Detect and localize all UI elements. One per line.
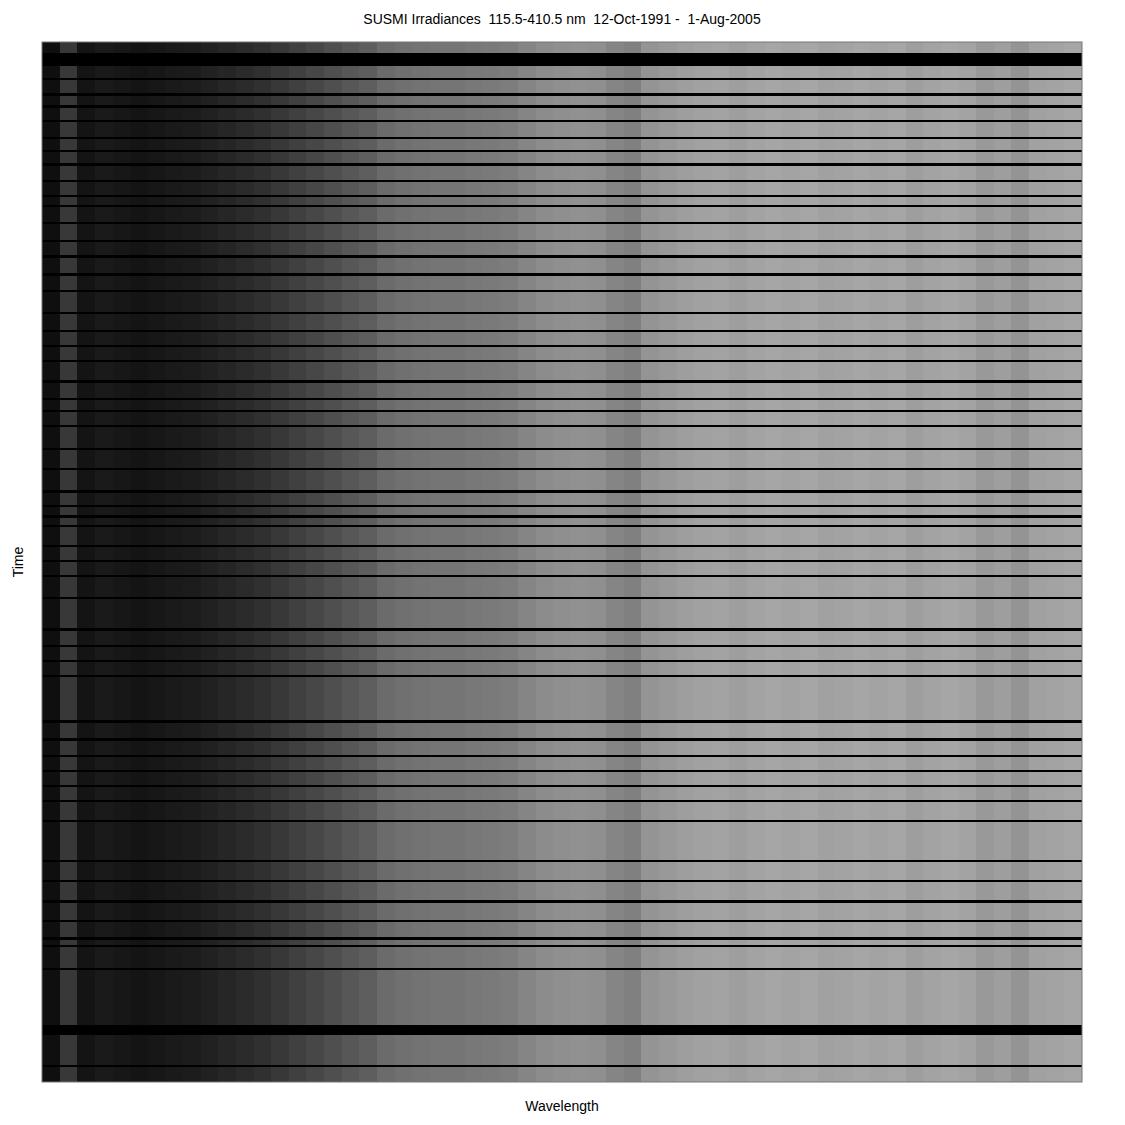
data-gap	[42, 330, 1082, 332]
data-gap	[42, 900, 1082, 902]
chart: SUSMI Irradiances 115.5-410.5 nm 12-Oct-…	[0, 0, 1125, 1125]
data-gap	[42, 410, 1082, 412]
data-gap	[42, 770, 1082, 772]
data-gap	[42, 800, 1082, 802]
data-gap	[42, 360, 1082, 362]
data-gap	[42, 195, 1082, 197]
x-axis-label: Wavelength	[525, 1098, 598, 1114]
data-gap	[42, 345, 1082, 347]
data-gap	[42, 398, 1082, 400]
data-gap	[42, 738, 1082, 740]
data-gap	[42, 785, 1082, 787]
data-gap	[42, 468, 1082, 470]
data-gap	[42, 860, 1082, 862]
data-gap	[42, 675, 1082, 677]
data-gap	[42, 880, 1082, 882]
data-gap	[42, 1065, 1082, 1067]
data-gap	[42, 53, 1082, 66]
data-gap	[42, 628, 1082, 630]
data-gap	[42, 255, 1082, 257]
data-gap	[42, 120, 1082, 122]
data-gap	[42, 597, 1082, 599]
data-gap	[42, 93, 1082, 95]
data-gap	[42, 820, 1082, 822]
y-axis-label: Time	[10, 546, 26, 577]
data-gap	[42, 755, 1082, 757]
data-gap	[42, 945, 1082, 947]
data-gap	[42, 1025, 1082, 1036]
data-gap	[42, 490, 1082, 492]
data-gap	[42, 105, 1082, 107]
data-gap	[42, 560, 1082, 562]
data-gap	[42, 660, 1082, 662]
data-gap	[42, 150, 1082, 152]
data-gap	[42, 222, 1082, 224]
data-gap	[42, 273, 1082, 275]
title: SUSMI Irradiances 115.5-410.5 nm 12-Oct-…	[363, 11, 761, 27]
data-gap	[42, 545, 1082, 547]
data-gap	[42, 720, 1082, 722]
data-gap	[42, 290, 1082, 292]
data-gap	[42, 163, 1082, 165]
plot-area	[42, 42, 1082, 1082]
data-gap	[42, 968, 1082, 970]
data-gap	[42, 180, 1082, 182]
data-gap	[42, 380, 1082, 382]
data-gap	[42, 525, 1082, 527]
data-gap	[42, 205, 1082, 207]
data-gap	[42, 937, 1082, 939]
data-gap	[42, 312, 1082, 314]
data-gap	[42, 137, 1082, 139]
data-gap	[42, 240, 1082, 242]
plot-frame	[42, 42, 1082, 1082]
data-gap	[42, 515, 1082, 517]
data-gap	[42, 78, 1082, 80]
data-gap	[42, 448, 1082, 450]
data-gap	[42, 425, 1082, 427]
data-gap	[42, 505, 1082, 507]
data-gap	[42, 920, 1082, 922]
data-gap	[42, 645, 1082, 647]
data-gap	[42, 575, 1082, 577]
